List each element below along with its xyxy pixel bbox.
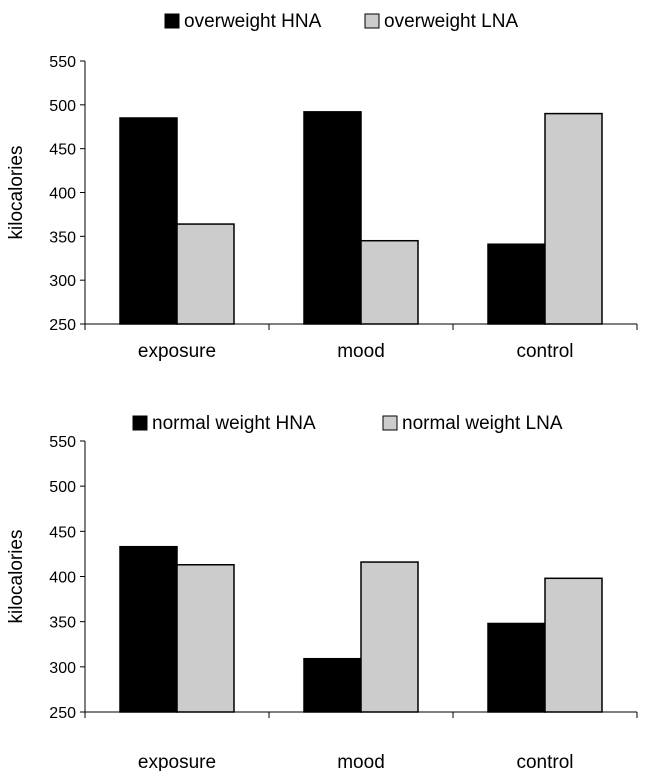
bar-mood-1 xyxy=(360,239,419,325)
legend-label-1: overweight LNA xyxy=(384,11,518,32)
category-label-control: control xyxy=(516,752,573,771)
y-tick-label-350: 350 xyxy=(49,615,76,632)
bar-mood-0 xyxy=(303,111,362,325)
bar-exposure-1 xyxy=(176,223,235,325)
y-tick-label-400: 400 xyxy=(49,570,76,587)
y-tick-label-400: 400 xyxy=(49,186,76,203)
category-label-exposure: exposure xyxy=(138,341,216,362)
y-tick-label-250: 250 xyxy=(49,317,76,334)
y-tick-label-550: 550 xyxy=(49,434,76,451)
bar-mood-1 xyxy=(360,561,419,713)
y-tick-label-500: 500 xyxy=(49,479,76,496)
y-tick-label-550: 550 xyxy=(49,54,76,71)
bar-mood-0 xyxy=(303,657,362,713)
legend-label-0: normal weight HNA xyxy=(152,413,316,434)
category-label-control: control xyxy=(516,341,573,362)
normal-weight-chart: normal weight HNA normal weight LNA 250 300… xyxy=(0,385,649,771)
category-label-mood: mood xyxy=(337,752,385,771)
bar-exposure-0 xyxy=(119,545,178,713)
y-tick-label-300: 300 xyxy=(49,273,76,290)
bar-exposure-1 xyxy=(176,564,235,713)
bar-control-0 xyxy=(487,243,546,325)
legend-swatch-0 xyxy=(164,13,180,29)
category-label-exposure: exposure xyxy=(138,752,216,771)
legend-label-0: overweight HNA xyxy=(184,11,322,32)
legend-swatch-1 xyxy=(364,13,380,29)
overweight-chart: overweight HNA overweight LNA 250 300 350 400… xyxy=(0,0,649,385)
category-label-mood: mood xyxy=(337,341,385,362)
y-axis-label: kilocalories xyxy=(6,146,27,240)
overweight-chart-svg: overweight HNA overweight LNA 250 300 350 400… xyxy=(6,11,638,362)
y-tick-label-450: 450 xyxy=(49,142,76,159)
y-tick-label-500: 500 xyxy=(49,98,76,115)
y-tick-label-450: 450 xyxy=(49,524,76,541)
y-tick-label-300: 300 xyxy=(49,660,76,677)
normal-weight-chart-svg: normal weight HNA normal weight LNA 250 300… xyxy=(6,413,638,771)
bar-control-1 xyxy=(544,112,603,325)
legend-swatch-0 xyxy=(132,415,148,431)
bar-control-1 xyxy=(544,577,603,713)
y-axis-label: kilocalories xyxy=(6,530,27,624)
bar-exposure-0 xyxy=(119,117,178,325)
y-tick-label-350: 350 xyxy=(49,229,76,246)
legend-label-1: normal weight LNA xyxy=(402,413,563,434)
y-tick-label-250: 250 xyxy=(49,705,76,722)
bar-control-0 xyxy=(487,622,546,713)
legend-swatch-1 xyxy=(382,415,398,431)
